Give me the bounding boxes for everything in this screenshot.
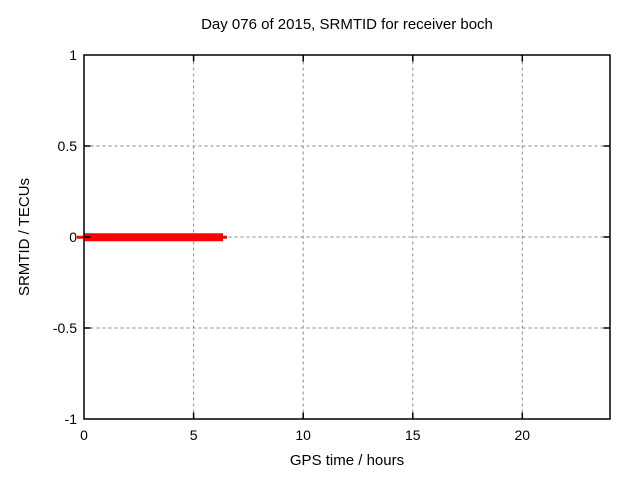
ytick-label-0p5: 0.5 (57, 138, 77, 154)
plot-border (83, 54, 611, 420)
xtick-label-0: 0 (80, 427, 88, 443)
ytick-label-1: 1 (69, 47, 77, 63)
ytick-label-neg1: -1 (64, 411, 77, 427)
axis-tick-marks (84, 55, 610, 419)
xtick-label-20: 20 (514, 427, 531, 443)
ytick-label-neg0p5: -0.5 (52, 320, 77, 336)
chart-title: Day 076 of 2015, SRMTID for receiver boc… (201, 16, 493, 33)
xtick-label-15: 15 (405, 427, 421, 443)
x-axis-title: GPS time / hours (289, 452, 405, 469)
xtick-label-5: 5 (189, 427, 198, 443)
ytick-label-0: 0 (69, 229, 77, 245)
xtick-label-10: 10 (295, 427, 311, 443)
